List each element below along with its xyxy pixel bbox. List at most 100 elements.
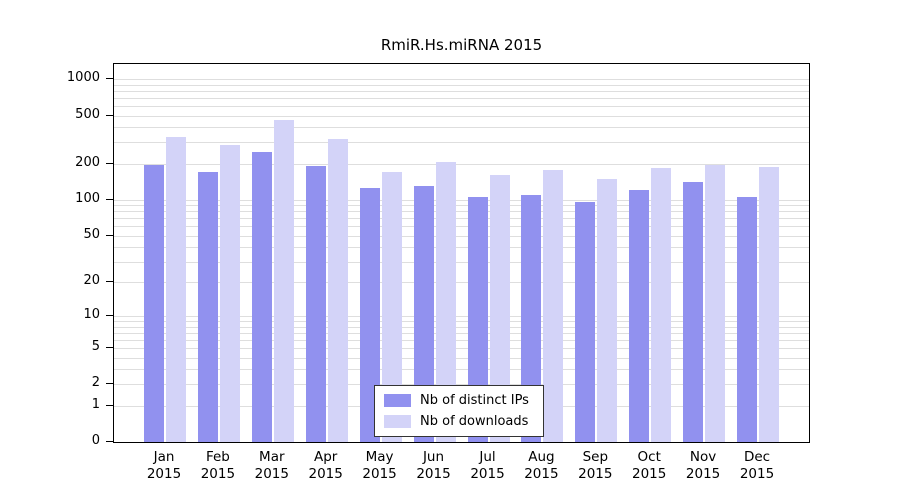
chart-title: RmiR.Hs.miRNA 2015 [380, 36, 543, 54]
month-label: Oct [637, 449, 661, 465]
bar-downloads-dec [759, 167, 779, 442]
x-axis-label-sep: Sep 2015 [560, 449, 630, 483]
gridline-3 [114, 369, 809, 371]
y-axis-tick-label: 0 [91, 433, 100, 448]
year-label: 2015 [362, 466, 397, 482]
bar-distinct-ips-oct [629, 190, 650, 442]
year-label: 2015 [685, 466, 721, 482]
y-axis-tick [106, 441, 113, 442]
year-label: 2015 [254, 466, 289, 482]
month-label: Nov [689, 449, 717, 465]
bar-distinct-ips-sep [575, 202, 596, 442]
bar-downloads-nov [705, 164, 726, 442]
x-axis-label-may: May 2015 [345, 449, 415, 483]
legend-label-downloads: Nb of downloads [420, 414, 529, 429]
month-label: Aug [528, 449, 555, 465]
year-label: 2015 [632, 466, 667, 482]
gridline-600 [114, 105, 809, 107]
month-label: Jul [479, 449, 496, 465]
x-axis-label-dec: Dec 2015 [722, 449, 792, 483]
plot-area [113, 63, 810, 443]
y-axis-tick-label: 1000 [66, 70, 100, 86]
year-label: 2015 [146, 466, 182, 482]
legend-label-distinct-ips: Nb of distinct IPs [420, 393, 529, 408]
month-label: Mar [259, 449, 285, 465]
bar-distinct-ips-may [359, 188, 380, 442]
y-axis-tick [106, 162, 113, 164]
gridline-70 [114, 218, 809, 220]
gridline-800 [114, 90, 809, 92]
bar-distinct-ips-jan [144, 164, 164, 442]
gridline-30 [114, 261, 809, 263]
bar-downloads-mar [273, 119, 294, 442]
x-axis-label-aug: Aug 2015 [506, 449, 576, 483]
bar-downloads-feb [219, 144, 240, 442]
bar-downloads-aug [543, 170, 564, 442]
gridline-60 [114, 226, 809, 228]
bar-downloads-jul [489, 175, 510, 442]
gridline-5 [114, 347, 809, 349]
bar-downloads-jan [166, 137, 186, 442]
gridline-4 [114, 357, 809, 359]
y-axis-tick [106, 346, 113, 348]
gridline-700 [114, 97, 809, 99]
bar-distinct-ips-jul [467, 197, 488, 442]
y-axis-tick-label: 1 [91, 396, 100, 412]
y-axis-tick-label: 200 [75, 154, 100, 170]
bar-distinct-ips-mar [251, 151, 272, 442]
y-axis-tick [106, 78, 113, 80]
x-axis-label-nov: Nov 2015 [668, 449, 738, 483]
bar-downloads-jun [435, 162, 456, 442]
month-label: Jan [153, 449, 175, 465]
x-axis-label-jul: Jul 2015 [453, 449, 523, 483]
y-axis-tick [106, 114, 113, 116]
year-label: 2015 [470, 466, 505, 482]
y-axis-tick-label: 50 [83, 226, 100, 242]
x-axis-label-apr: Apr 2015 [291, 449, 361, 483]
year-label: 2015 [739, 466, 775, 482]
x-axis-label-feb: Feb 2015 [183, 449, 253, 483]
y-axis-tick [106, 198, 113, 200]
bar-distinct-ips-apr [305, 166, 326, 442]
gridline-10 [114, 316, 809, 318]
bar-downloads-sep [597, 178, 618, 442]
gridline-40 [114, 247, 809, 248]
month-label: Sep [582, 449, 609, 465]
gridline-2 [114, 384, 809, 386]
y-axis-tick [106, 404, 113, 406]
gridline-6 [114, 339, 809, 341]
y-axis-tick-label: 5 [91, 338, 100, 354]
bar-distinct-ips-feb [197, 171, 218, 442]
legend-item-distinct-ips: Nb of distinct IPs [384, 393, 529, 408]
gridline-900 [114, 84, 809, 86]
x-axis-label-jan: Jan 2015 [129, 449, 199, 483]
bar-downloads-apr [327, 138, 348, 442]
y-axis-tick [106, 315, 113, 317]
y-axis-tick-label: 2 [91, 375, 100, 391]
bar-distinct-ips-dec [737, 197, 757, 442]
y-axis-tick [106, 281, 113, 283]
gridline-90 [114, 205, 809, 207]
gridline-100 [114, 199, 809, 201]
y-axis-tick [106, 234, 113, 236]
year-label: 2015 [578, 466, 613, 482]
legend-item-downloads: Nb of downloads [384, 414, 529, 429]
month-label: May [365, 449, 394, 465]
x-axis-label-jun: Jun 2015 [399, 449, 469, 483]
year-label: 2015 [308, 466, 343, 482]
gridline-9 [114, 321, 809, 323]
gridline-500 [114, 115, 809, 117]
bar-distinct-ips-jun [413, 185, 434, 442]
gridline-400 [114, 127, 809, 129]
x-axis-label-oct: Oct 2015 [614, 449, 684, 483]
legend: Nb of distinct IPs Nb of downloads [374, 385, 544, 437]
y-axis-tick-label: 100 [75, 190, 100, 206]
month-label: Dec [743, 449, 771, 465]
month-label: Apr [314, 449, 338, 465]
y-axis-tick-label: 20 [83, 273, 100, 289]
gridline-300 [114, 142, 809, 144]
gridline-7 [114, 332, 809, 334]
legend-swatch-downloads [384, 415, 411, 428]
gridline-50 [114, 235, 809, 237]
